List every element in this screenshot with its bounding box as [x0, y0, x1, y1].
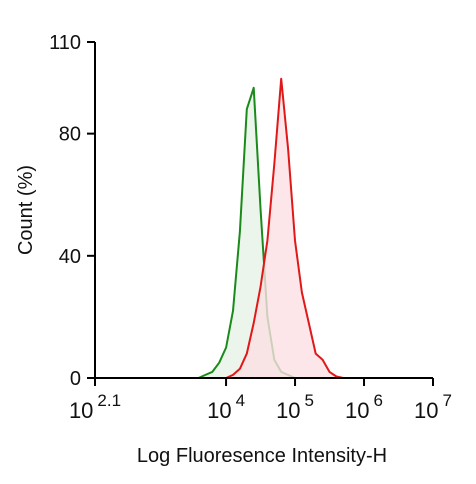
- x-tick-label: 10 6: [345, 391, 383, 423]
- x-tick-exponent: 2.1: [97, 391, 121, 410]
- x-tick-label: 10 4: [207, 391, 245, 423]
- y-tick-label: 110: [49, 32, 81, 54]
- x-tick-exponent: 7: [443, 391, 452, 410]
- area: [198, 87, 344, 379]
- x-tick-label: 10 5: [276, 391, 314, 423]
- x-tick-base: 10: [276, 398, 300, 423]
- x-tick-label: 10 7: [414, 391, 452, 423]
- y-tick-label: 0: [70, 368, 81, 390]
- x-tick-exponent: 6: [374, 391, 383, 410]
- x-tick-label: 10 2.1: [69, 391, 121, 423]
- x-tick-base: 10: [69, 398, 93, 423]
- x-tick-exponent: 4: [236, 391, 245, 410]
- area: [198, 78, 344, 378]
- x-tick-base: 10: [207, 398, 231, 423]
- x-tick-base: 10: [345, 398, 369, 423]
- y-tick-label: 80: [59, 124, 81, 146]
- y-axis-title: Count (%): [15, 165, 37, 255]
- x-tick-base: 10: [414, 398, 438, 423]
- y-tick-label: 40: [59, 246, 81, 268]
- x-tick-exponent: 5: [305, 391, 314, 410]
- x-axis-title: Log Fluoresence Intensity-H: [137, 445, 387, 467]
